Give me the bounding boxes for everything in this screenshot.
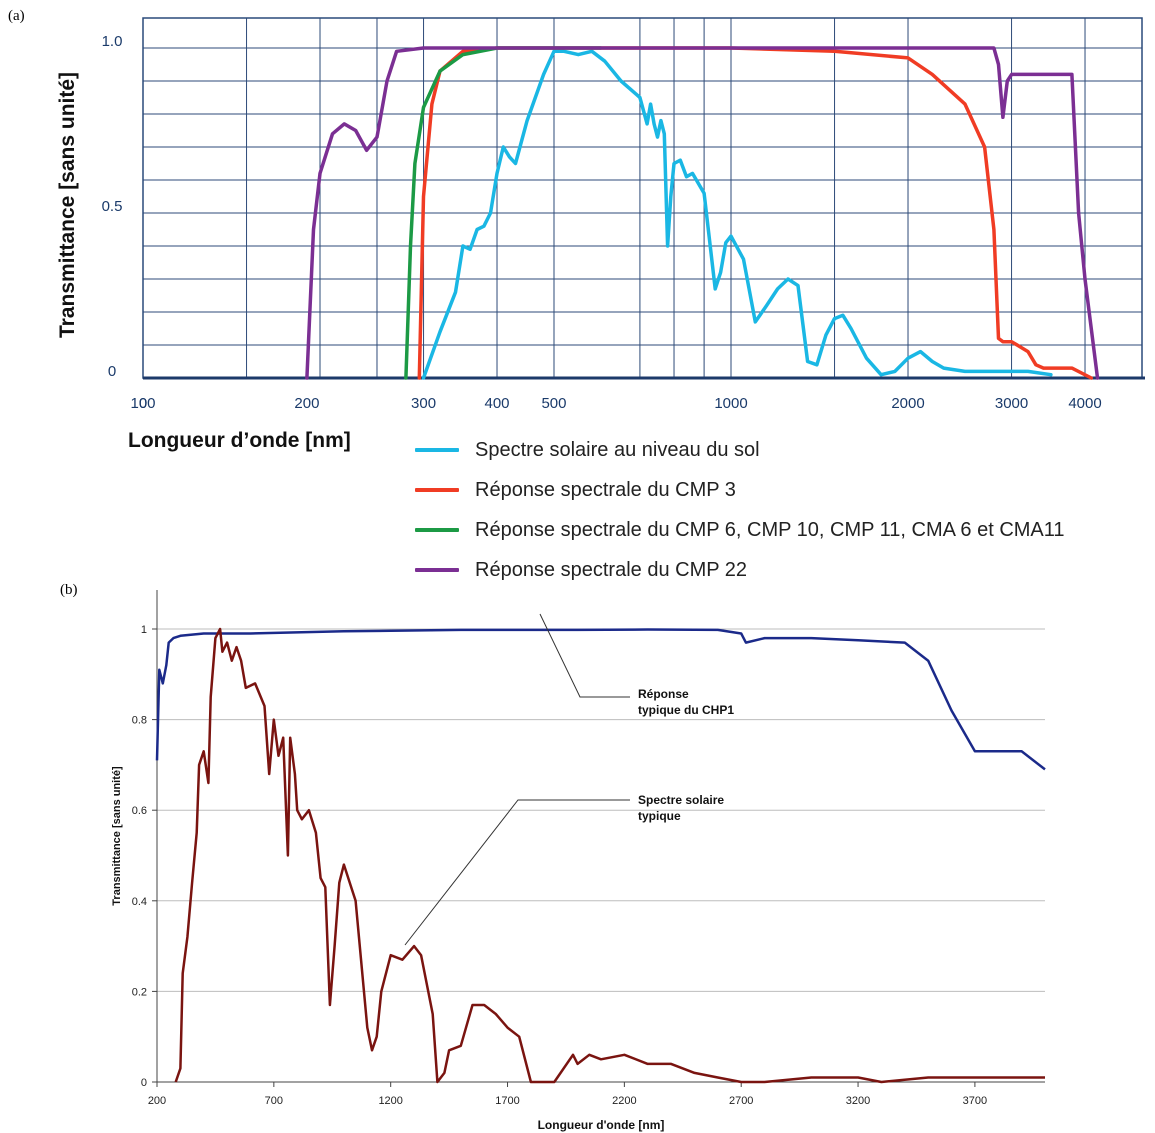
legend-entry: Spectre solaire au niveau du sol	[415, 430, 1155, 470]
series-line-2	[174, 627, 1045, 1084]
legend-swatch	[415, 528, 459, 532]
y-tick-label: 1	[141, 624, 147, 636]
y-tick-label: 0.4	[132, 896, 147, 908]
y-tick-label: 0.5	[102, 198, 123, 215]
y-tick-label: 0	[141, 1077, 147, 1089]
chart-b-xlabel: Longueur d'onde [nm]	[538, 1118, 665, 1132]
annotation-line: typique	[638, 809, 681, 823]
legend-entry: Réponse spectrale du CMP 22	[415, 550, 1155, 590]
legend-label: Réponse spectrale du CMP 6, CMP 10, CMP …	[475, 518, 1065, 541]
legend-swatch	[415, 568, 459, 572]
x-tick-label: 500	[541, 395, 566, 412]
x-tick-label: 3000	[995, 395, 1028, 412]
x-tick-label: 100	[130, 395, 155, 412]
y-tick-label: 0.8	[132, 715, 147, 727]
annotation-line: Réponse	[638, 687, 689, 701]
y-tick-label: 0.2	[132, 986, 147, 998]
y-tick-label: 1.0	[102, 33, 123, 50]
x-tick-label: 0	[139, 395, 147, 412]
legend-entry: Réponse spectrale du CMP 3	[415, 470, 1155, 510]
annotation-2: Spectre solaire typique	[638, 793, 724, 823]
x-tick-label: 2000	[891, 395, 924, 412]
x-tick-label: 3200	[846, 1095, 870, 1107]
chart-a-xlabel: Longueur d’onde [nm]	[128, 429, 351, 452]
annotation-line: Spectre solaire	[638, 793, 724, 807]
x-tick-label: 1200	[378, 1095, 402, 1107]
y-tick-label: 0	[108, 363, 116, 380]
x-tick-label: 2700	[729, 1095, 753, 1107]
panel-b-label: (b)	[60, 582, 78, 598]
x-tick-label: 400	[484, 395, 509, 412]
legend-entry: Réponse spectrale du CMP 6, CMP 10, CMP …	[415, 510, 1155, 550]
annotation-line: typique du CHP1	[638, 703, 734, 717]
legend-swatch	[415, 488, 459, 492]
x-tick-label: 700	[265, 1095, 283, 1107]
chart-b-ylabel: Transmittance [sans unité]	[111, 766, 123, 906]
x-tick-label: 1700	[495, 1095, 519, 1107]
legend-label: Réponse spectrale du CMP 22	[475, 558, 748, 581]
annotation-leader-1	[539, 613, 630, 698]
x-tick-label: 200	[148, 1095, 166, 1107]
legend-label: Spectre solaire au niveau du sol	[475, 438, 760, 461]
x-tick-label: 4000	[1068, 395, 1101, 412]
x-tick-label: 2200	[612, 1095, 636, 1107]
chart-a-ylabel: Transmittance [sans unité]	[56, 72, 79, 338]
legend-label: Réponse spectrale du CMP 3	[475, 478, 736, 501]
x-tick-label: 1000	[714, 395, 747, 412]
legend-swatch	[415, 448, 459, 452]
series-line-1	[421, 49, 1053, 380]
annotation-1: Réponse typique du CHP1	[638, 687, 734, 717]
y-tick-label: 0.6	[132, 805, 147, 817]
x-tick-label: 200	[294, 395, 319, 412]
x-tick-label: 3700	[963, 1095, 987, 1107]
panel-a-label: (a)	[8, 8, 25, 24]
series-line-1	[155, 628, 1046, 771]
chart-a-legend: Spectre solaire au niveau du sol Réponse …	[415, 430, 1155, 590]
annotation-leader-2	[404, 799, 630, 946]
x-tick-label: 300	[411, 395, 436, 412]
series-line-4	[305, 46, 1100, 380]
